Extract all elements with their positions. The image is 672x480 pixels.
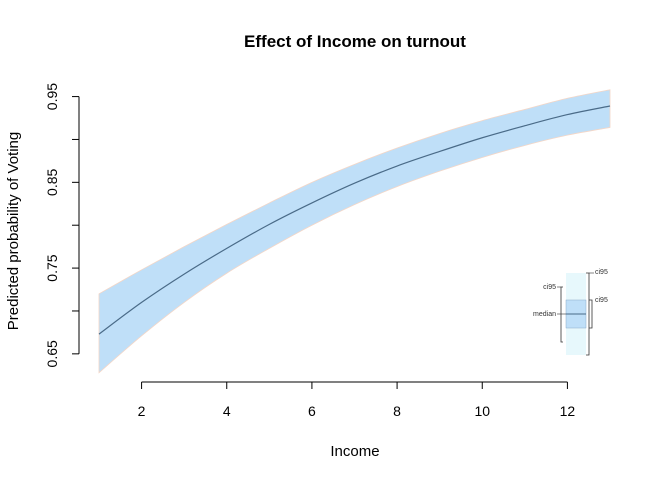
chart-title: Effect of Income on turnout (244, 32, 466, 51)
ci95-band (98, 89, 611, 374)
median-line (98, 105, 611, 335)
y-tick-label: 0.85 (44, 168, 60, 195)
x-axis-label: Income (330, 443, 379, 460)
x-tick-label: 2 (138, 403, 146, 419)
legend-label-ci95-right-inner: ci95 (595, 297, 608, 304)
x-tick-label: 10 (474, 403, 490, 419)
legend-label-ci95-left: ci95 (543, 284, 556, 291)
y-tick-label: 0.65 (44, 340, 60, 367)
x-tick-label: 12 (560, 403, 576, 419)
legend-label-ci95-right-outer: ci95 (595, 269, 608, 276)
x-tick-label: 4 (223, 403, 231, 419)
y-axis-label: Predicted probability of Voting (5, 132, 22, 330)
x-tick-label: 6 (308, 403, 316, 419)
legend-label-median: median (533, 311, 556, 318)
legend-right-inner-bracket (589, 299, 593, 329)
x-axis: 2 4 6 8 10 12 (138, 381, 576, 419)
y-axis: 0.65 0.75 0.85 0.95 (44, 83, 80, 367)
legend-left-bracket (560, 286, 563, 343)
y-tick-label: 0.75 (44, 254, 60, 281)
x-tick-label: 8 (393, 403, 401, 419)
y-tick-label: 0.95 (44, 83, 60, 110)
legend: ci95 median ci95 ci95 (533, 269, 608, 356)
legend-right-outer-bracket (586, 272, 590, 356)
